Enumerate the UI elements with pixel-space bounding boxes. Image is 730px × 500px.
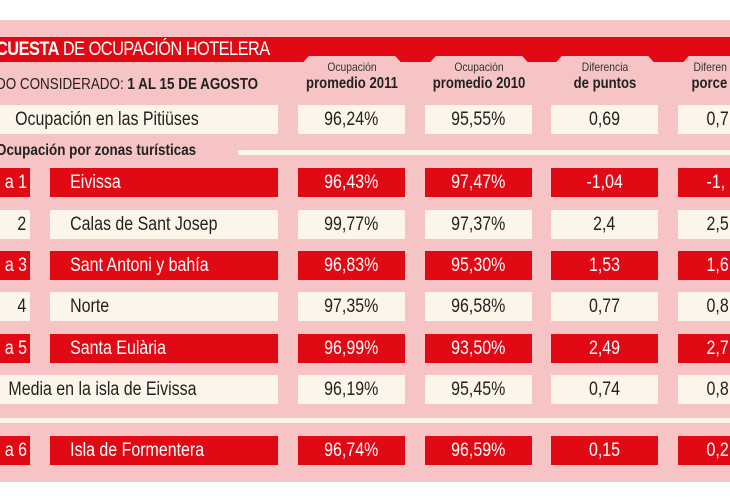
zone-name: Norte xyxy=(50,292,278,321)
column-header-line1: Diferen xyxy=(693,60,727,74)
column-header-diff-percent: Diferen porce xyxy=(678,56,730,102)
zone-label: a 5 xyxy=(0,334,30,363)
summary-label: Ocupación en las Pitiüses xyxy=(0,105,278,134)
value-2011: 96,99% xyxy=(298,334,405,363)
summary-value-diff-points: 0,69 xyxy=(551,105,658,134)
section-divider xyxy=(238,150,730,155)
summary-value-2011: 96,24% xyxy=(298,105,405,134)
value-diff-percent: 1,6 xyxy=(678,251,730,280)
column-header-line2: porce xyxy=(691,75,728,92)
zone-name: Santa Eulària xyxy=(50,334,278,363)
zone-label: a 1 xyxy=(0,168,30,197)
value-2011: 96,83% xyxy=(298,251,405,280)
infographic-title: CUESTA DE OCUPACIÓN HOTELERA xyxy=(0,39,270,61)
value-diff-points: 2,49 xyxy=(551,334,658,363)
zone-label: 2 xyxy=(0,210,30,239)
media-value-2011: 96,19% xyxy=(298,375,405,404)
value-diff-points: 2,4 xyxy=(551,210,658,239)
value-diff-percent: 2,7 xyxy=(678,334,730,363)
value-2010: 97,47% xyxy=(425,168,532,197)
period-label: DO CONSIDERADO: xyxy=(0,76,128,93)
value-2010: 96,59% xyxy=(425,436,532,465)
summary-value-diff-percent: 0,7 xyxy=(678,105,730,134)
value-2010: 97,37% xyxy=(425,210,532,239)
column-header-line1: Diferencia xyxy=(581,60,629,74)
column-header-line2: de puntos xyxy=(573,75,637,92)
column-header-line2: promedio 2011 xyxy=(306,75,398,92)
value-2011: 97,35% xyxy=(298,292,405,321)
media-value-diff-points: 0,74 xyxy=(551,375,658,404)
value-2010: 96,58% xyxy=(425,292,532,321)
value-diff-percent: 0,8 xyxy=(678,292,730,321)
title-bold: CUESTA xyxy=(0,39,59,60)
column-header-2010: Ocupación promedio 2010 xyxy=(425,56,533,102)
zone-label: a 6 xyxy=(0,436,30,465)
media-value-2010: 95,45% xyxy=(425,375,532,404)
value-diff-percent: 2,5 xyxy=(678,210,730,239)
section-title: Ocupación por zonas turísticas xyxy=(0,142,197,159)
summary-value-2010: 95,55% xyxy=(425,105,532,134)
value-diff-points: -1,04 xyxy=(551,168,658,197)
zone-name: Eivissa xyxy=(50,168,278,197)
title-rest: DE OCUPACIÓN HOTELERA xyxy=(58,39,270,60)
period-value: 1 AL 15 DE AGOSTO xyxy=(127,76,259,93)
value-diff-percent: -1, xyxy=(678,168,730,197)
value-2011: 96,43% xyxy=(298,168,405,197)
value-2010: 93,50% xyxy=(425,334,532,363)
zone-name: Sant Antoni y bahía xyxy=(50,251,278,280)
media-label: Media en la isla de Eivissa xyxy=(0,375,278,404)
column-header-diff-points: Diferencia de puntos xyxy=(551,56,659,102)
zone-label: 4 xyxy=(0,292,30,321)
value-2010: 95,30% xyxy=(425,251,532,280)
column-header-line1: Ocupación xyxy=(327,60,377,74)
zone-label: a 3 xyxy=(0,251,30,280)
media-value-diff-percent: 0,8 xyxy=(678,375,730,404)
value-2011: 99,77% xyxy=(298,210,405,239)
value-diff-points: 0,77 xyxy=(551,292,658,321)
zone-name: Calas de Sant Josep xyxy=(50,210,278,239)
zone-name: Isla de Formentera xyxy=(50,436,278,465)
column-header-2011: Ocupación promedio 2011 xyxy=(298,56,406,102)
column-header-line1: Ocupación xyxy=(454,60,504,74)
value-diff-points: 1,53 xyxy=(551,251,658,280)
value-diff-percent: 0,2 xyxy=(678,436,730,465)
value-diff-points: 0,15 xyxy=(551,436,658,465)
value-2011: 96,74% xyxy=(298,436,405,465)
period-considered: DO CONSIDERADO: 1 AL 15 DE AGOSTO xyxy=(0,76,258,94)
column-header-line2: promedio 2010 xyxy=(432,75,526,92)
separator xyxy=(0,418,730,423)
